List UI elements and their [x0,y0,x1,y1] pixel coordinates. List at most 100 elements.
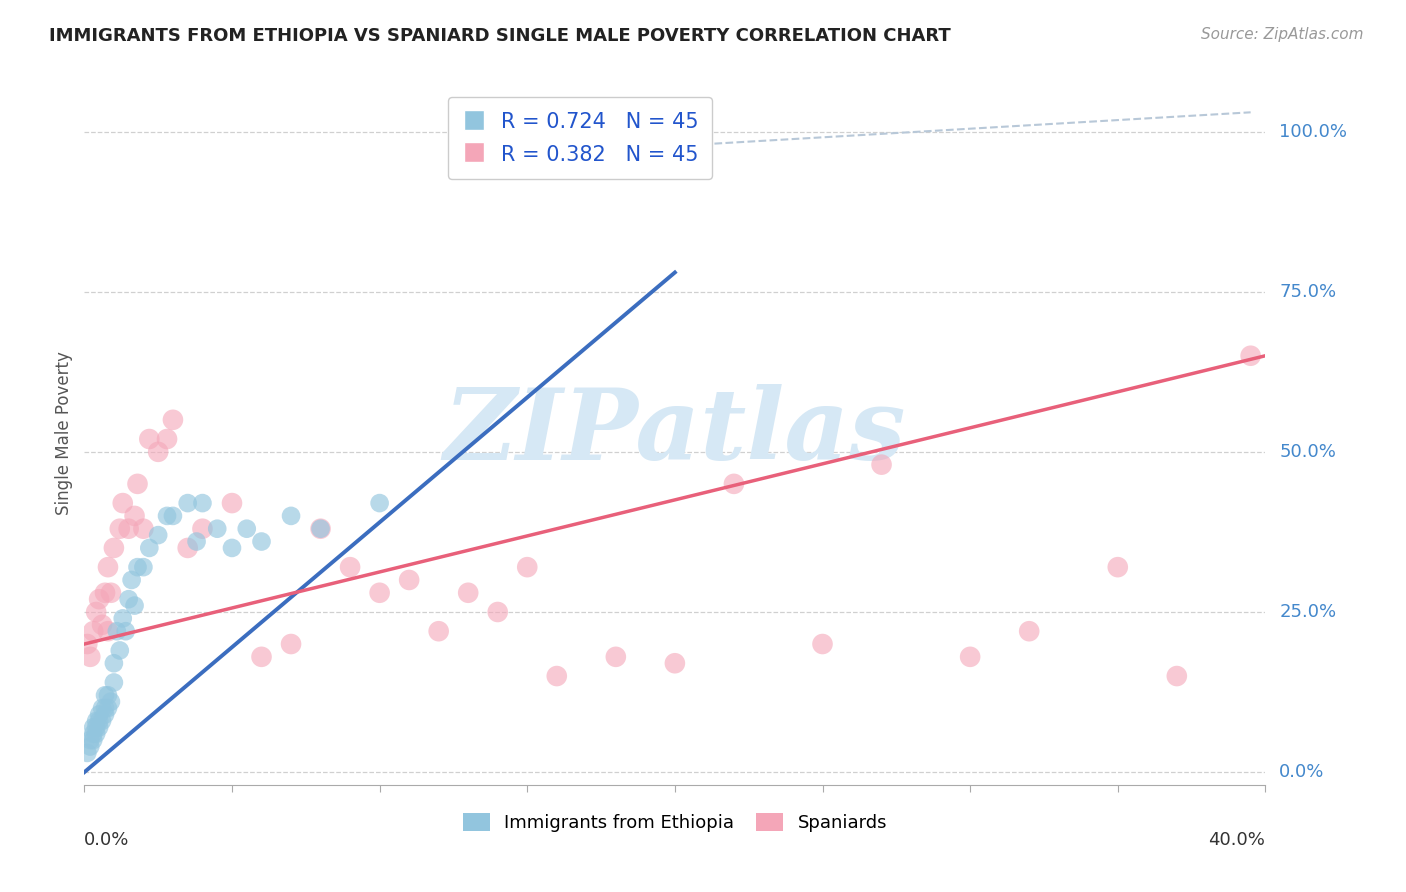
Point [103,675,125,690]
Point [105,624,128,639]
Point [309,522,332,536]
Text: IMMIGRANTS FROM ETHIOPIA VS SPANIARD SINGLE MALE POVERTY CORRELATION CHART: IMMIGRANTS FROM ETHIOPIA VS SPANIARD SIN… [49,27,950,45]
Point [280,508,302,523]
Point [398,573,420,587]
Text: Source: ZipAtlas.com: Source: ZipAtlas.com [1201,27,1364,42]
Text: ZIPatlas: ZIPatlas [444,384,905,481]
Point [221,541,243,555]
Legend: Immigrants from Ethiopia, Spaniards: Immigrants from Ethiopia, Spaniards [456,805,894,839]
Point [94,688,117,702]
Point [84,714,107,728]
Point [664,657,686,671]
Point [156,432,179,446]
Point [162,413,184,427]
Point [124,599,146,613]
Point [84,720,107,734]
Point [959,649,981,664]
Point [138,432,160,446]
Text: 40.0%: 40.0% [1209,830,1265,849]
Point [91,714,114,728]
Point [87,714,111,728]
Point [121,573,143,587]
Point [94,586,117,600]
Point [368,586,391,600]
Point [103,657,125,671]
Point [127,560,149,574]
Text: 100.0%: 100.0% [1279,122,1347,141]
Point [811,637,834,651]
Point [1166,669,1188,683]
Point [97,624,120,639]
Point [97,688,120,702]
Point [100,695,122,709]
Point [516,560,538,574]
Point [91,617,114,632]
Point [368,496,391,510]
Point [546,669,568,683]
Point [76,746,98,760]
Point [124,508,146,523]
Point [87,720,111,734]
Point [82,720,104,734]
Point [723,476,745,491]
Point [114,624,136,639]
Point [79,733,101,747]
Point [87,707,111,722]
Point [76,637,98,651]
Point [236,522,259,536]
Text: 0.0%: 0.0% [84,830,129,849]
Point [84,605,107,619]
Point [103,541,125,555]
Point [148,445,170,459]
Point [186,534,208,549]
Point [207,522,229,536]
Point [127,476,149,491]
Point [339,560,361,574]
Point [191,522,214,536]
Point [427,624,450,639]
Point [1107,560,1129,574]
Point [457,586,479,600]
Point [82,733,104,747]
Point [162,508,184,523]
Text: 0.0%: 0.0% [1279,764,1324,781]
Point [1018,624,1040,639]
Point [148,528,170,542]
Point [108,643,131,657]
Point [91,701,114,715]
Point [111,496,134,510]
Point [84,727,107,741]
Point [309,522,332,536]
Point [191,496,214,510]
Text: 75.0%: 75.0% [1279,283,1337,301]
Point [132,522,155,536]
Point [177,496,200,510]
Point [97,560,120,574]
Point [250,649,273,664]
Point [118,522,141,536]
Point [87,592,111,607]
Point [1240,349,1263,363]
Y-axis label: Single Male Poverty: Single Male Poverty [55,351,73,515]
Point [870,458,893,472]
Point [280,637,302,651]
Text: 25.0%: 25.0% [1279,603,1337,621]
Point [138,541,160,555]
Point [94,707,117,722]
Text: 50.0%: 50.0% [1279,442,1336,461]
Point [82,727,104,741]
Point [97,701,120,715]
Point [156,508,179,523]
Point [605,649,627,664]
Point [79,649,101,664]
Point [250,534,273,549]
Point [177,541,200,555]
Point [108,522,131,536]
Point [486,605,509,619]
Point [94,701,117,715]
Point [132,560,155,574]
Point [118,592,141,607]
Point [221,496,243,510]
Point [100,586,122,600]
Point [79,739,101,754]
